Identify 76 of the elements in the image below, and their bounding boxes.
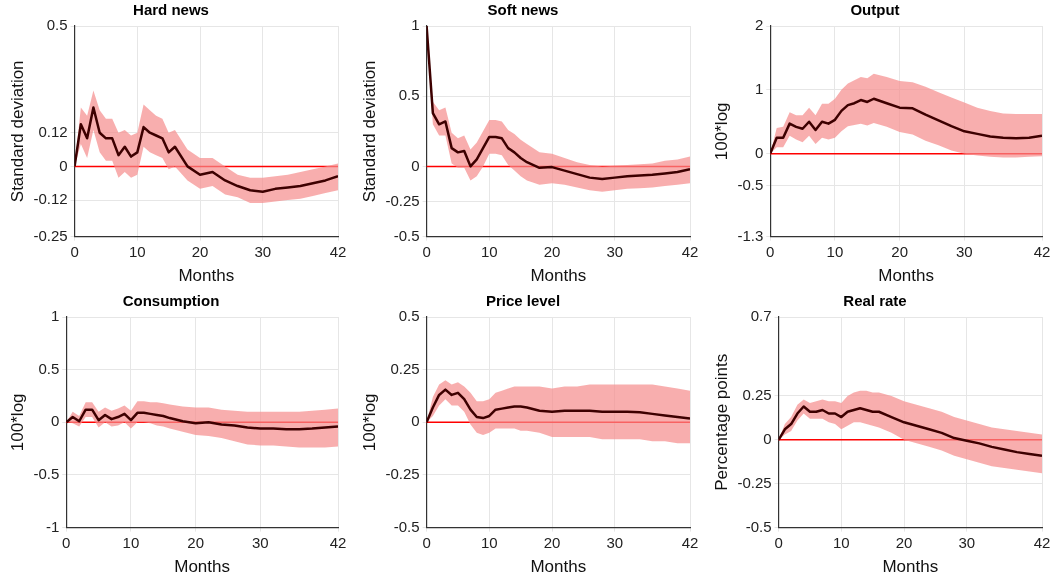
x-tick-label: 10 bbox=[826, 242, 844, 260]
y-tick-label: -0.25 bbox=[737, 473, 772, 491]
y-tick-label: -0.5 bbox=[737, 175, 764, 193]
y-tick-label: -0.5 bbox=[393, 226, 420, 244]
y-tick-label: -0.25 bbox=[33, 226, 68, 244]
x-tick-label: 10 bbox=[122, 533, 140, 551]
y-tick-label: -1.3 bbox=[737, 226, 764, 244]
x-axis-title: Months bbox=[174, 557, 230, 577]
x-tick-label: 10 bbox=[480, 242, 498, 260]
x-tick-label: 10 bbox=[832, 533, 850, 551]
x-tick-label: 20 bbox=[187, 533, 204, 551]
y-tick-label: -0.12 bbox=[33, 190, 68, 208]
y-tick-label: 0.5 bbox=[38, 359, 60, 377]
x-tick-label: 30 bbox=[606, 242, 624, 260]
y-tick-label: 1 bbox=[754, 79, 764, 97]
y-tick-label: 1 bbox=[411, 16, 420, 34]
chart-title: Output bbox=[850, 1, 900, 19]
x-tick-label: 20 bbox=[891, 242, 908, 260]
y-tick-label: -0.25 bbox=[385, 465, 420, 483]
chart-title: Consumption bbox=[122, 292, 220, 310]
y-tick-label: -0.5 bbox=[745, 517, 772, 535]
x-tick-label: 0 bbox=[70, 242, 79, 260]
x-tick-label: 0 bbox=[422, 533, 431, 551]
x-tick-label: 42 bbox=[1033, 533, 1051, 551]
y-tick-label: 0.25 bbox=[742, 386, 772, 404]
y-tick-label: 0 bbox=[50, 412, 60, 430]
y-tick-label: 0.7 bbox=[750, 307, 772, 325]
chart-title: Price level bbox=[485, 292, 561, 310]
x-tick-label: 0 bbox=[422, 242, 431, 260]
y-tick-label: 0.5 bbox=[46, 16, 68, 34]
y-tick-label: 0.5 bbox=[398, 307, 420, 325]
y-axis-title: 100*log bbox=[7, 393, 27, 452]
x-tick-label: 42 bbox=[329, 242, 347, 260]
y-tick-label: 2 bbox=[754, 16, 764, 34]
y-tick-label: 0.25 bbox=[390, 359, 420, 377]
y-tick-label: 1 bbox=[50, 307, 60, 325]
x-tick-label: 42 bbox=[681, 533, 699, 551]
y-tick-label: -0.25 bbox=[385, 191, 420, 209]
x-tick-label: 30 bbox=[254, 242, 272, 260]
y-tick-label: 0.5 bbox=[398, 86, 420, 104]
x-axis-title: Months bbox=[878, 266, 934, 286]
y-axis-title: Standard deviation bbox=[359, 60, 379, 203]
x-tick-label: 42 bbox=[681, 242, 699, 260]
y-tick-label: 0 bbox=[754, 143, 764, 161]
y-axis-title: 100*log bbox=[711, 102, 731, 161]
y-axis-title: 100*log bbox=[359, 393, 379, 452]
x-tick-label: 30 bbox=[252, 533, 269, 551]
y-tick-label: 0 bbox=[411, 412, 420, 430]
x-tick-label: 30 bbox=[958, 533, 976, 551]
chart-title: Soft news bbox=[487, 1, 559, 19]
y-tick-label: 0.12 bbox=[38, 122, 68, 140]
y-tick-label: -0.5 bbox=[33, 465, 60, 483]
x-axis-title: Months bbox=[882, 557, 939, 577]
x-tick-label: 30 bbox=[956, 242, 973, 260]
y-axis-title: Standard deviation bbox=[7, 60, 27, 203]
y-tick-label: 0 bbox=[763, 429, 772, 447]
chart-title: Real rate bbox=[843, 292, 907, 310]
x-tick-label: 20 bbox=[543, 242, 561, 260]
y-axis-title: Percentage points bbox=[711, 353, 731, 491]
x-tick-label: 0 bbox=[774, 533, 783, 551]
x-tick-label: 20 bbox=[895, 533, 913, 551]
y-tick-label: -1 bbox=[45, 517, 60, 535]
x-tick-label: 42 bbox=[1033, 242, 1051, 260]
x-tick-label: 42 bbox=[329, 533, 347, 551]
x-axis-title: Months bbox=[530, 557, 587, 577]
y-tick-label: 0 bbox=[411, 156, 420, 174]
chart-title: Hard news bbox=[133, 1, 209, 19]
y-tick-label: -0.5 bbox=[393, 517, 420, 535]
x-tick-label: 10 bbox=[480, 533, 498, 551]
x-tick-label: 20 bbox=[543, 533, 561, 551]
x-tick-label: 20 bbox=[191, 242, 209, 260]
x-tick-label: 10 bbox=[128, 242, 146, 260]
y-tick-label: 0 bbox=[59, 156, 68, 174]
x-axis-title: Months bbox=[178, 266, 235, 286]
x-tick-label: 30 bbox=[606, 533, 624, 551]
x-axis-title: Months bbox=[530, 266, 587, 286]
